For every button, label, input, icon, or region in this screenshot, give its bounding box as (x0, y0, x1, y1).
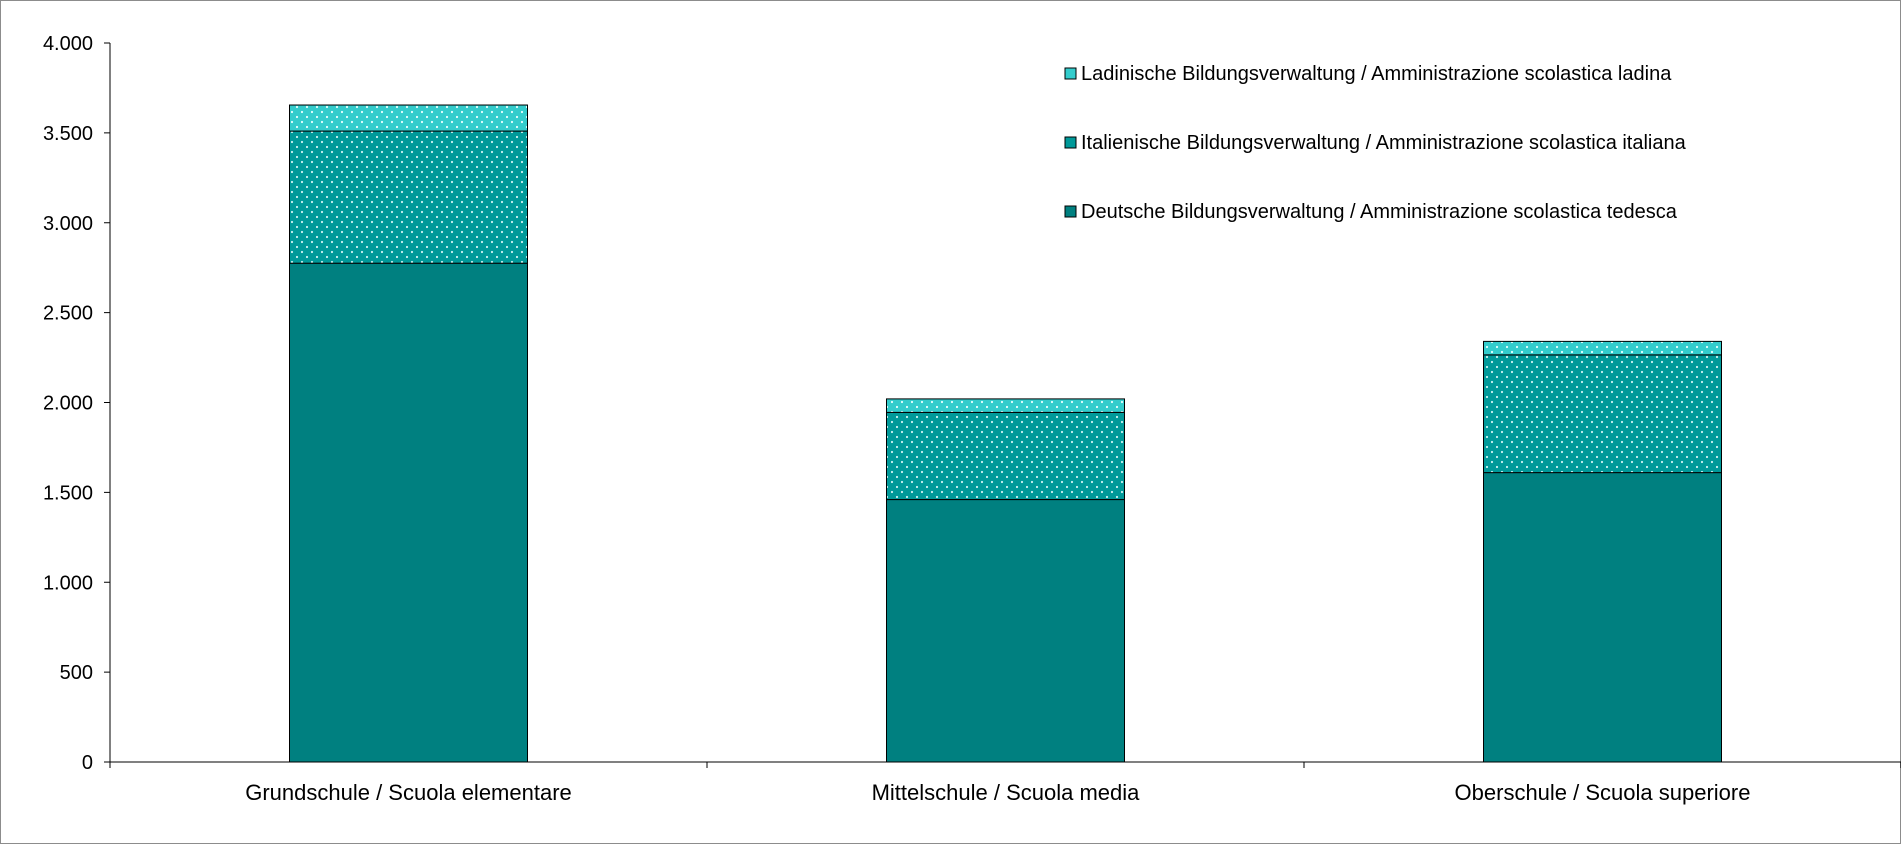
y-tick-label: 1.500 (43, 482, 93, 504)
y-tick-label: 1.000 (43, 572, 93, 594)
bar-segment-2-1 (289, 130, 528, 264)
y-tick-label: 3.500 (43, 123, 93, 145)
x-category-label: Oberschule / Scuola superiore (1455, 780, 1751, 805)
bar-segment-3-2 (886, 398, 1125, 413)
x-category-label: Grundschule / Scuola elementare (245, 780, 572, 805)
legend-swatch (1064, 136, 1077, 149)
x-category-label: Mittelschule / Scuola media (872, 780, 1141, 805)
y-tick-label: 4.000 (43, 33, 93, 55)
legend: Ladinische Bildungsverwaltung / Amminist… (1064, 63, 1687, 223)
y-tick-label: 0 (82, 752, 93, 774)
y-tick-label: 2.000 (43, 393, 93, 415)
bar-segment-1-3 (1483, 472, 1722, 763)
legend-label: Ladinische Bildungsverwaltung / Amminist… (1081, 63, 1672, 85)
y-tick-label: 500 (60, 662, 93, 684)
y-tick-label: 2.500 (43, 303, 93, 325)
bar-segment-3-3 (1483, 340, 1722, 356)
legend-label: Deutsche Bildungsverwaltung / Amministra… (1081, 201, 1678, 223)
bar-segment-1-2 (886, 499, 1125, 763)
bars (289, 104, 1722, 763)
y-tick-label: 3.000 (43, 213, 93, 235)
bar-segment-1-1 (289, 262, 528, 763)
bar-segment-2-3 (1483, 354, 1722, 474)
bar-segment-2-2 (886, 411, 1125, 501)
bar-segment-3-1 (289, 104, 528, 132)
y-tick-labels: 0 500 1.000 1.500 2.000 2.500 3.000 3.500 4.000 (43, 33, 93, 774)
legend-swatch (1064, 205, 1077, 218)
legend-label: Italienische Bildungsverwaltung / Ammini… (1081, 132, 1687, 154)
x-category-labels: Grundschule / Scuola elementare Mittelsch… (245, 780, 1750, 805)
legend-swatch (1064, 67, 1077, 80)
